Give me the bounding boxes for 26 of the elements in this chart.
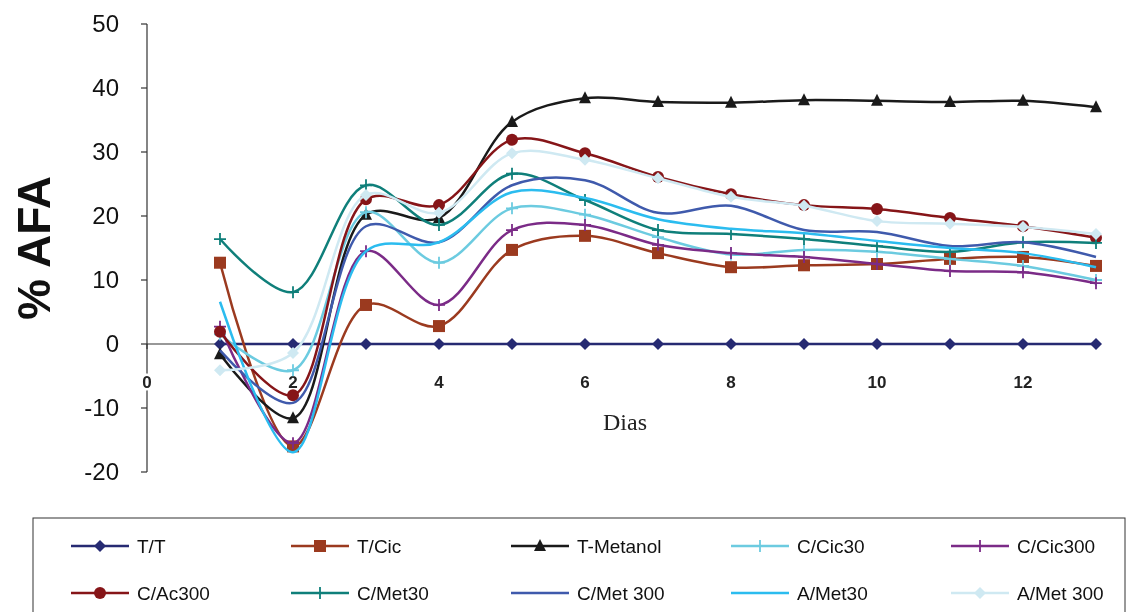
- y-tick-label: -10: [84, 394, 119, 422]
- x-tick-label: 12: [1013, 373, 1033, 392]
- y-tick-label: 20: [92, 202, 119, 230]
- x-tick-label: 2: [288, 373, 298, 392]
- y-tick-label: 50: [92, 10, 119, 38]
- x-tick-label: 8: [726, 373, 736, 392]
- y-tick-label: 40: [92, 74, 119, 102]
- legend-label: C/Ac300: [137, 582, 210, 604]
- y-tick-label: 30: [92, 138, 119, 166]
- x-axis-title: Dias: [603, 409, 647, 435]
- y-axis-title: % AFA: [8, 176, 60, 320]
- legend-label: C/Cic300: [1017, 535, 1096, 557]
- legend-label: T/Cic: [357, 535, 402, 557]
- legend-label: A/Met 300: [1017, 582, 1104, 604]
- y-tick-label: 10: [92, 266, 119, 294]
- legend-label: C/Met30: [357, 582, 429, 604]
- y-tick-label: -20: [84, 458, 119, 486]
- legend-label: T/T: [137, 535, 166, 557]
- x-tick-label: 6: [580, 373, 590, 392]
- legend-label: C/Met 300: [577, 582, 665, 604]
- x-tick-label: 10: [867, 373, 887, 392]
- legend-label: A/Met30: [797, 582, 868, 604]
- legend-label: C/Cic30: [797, 535, 865, 557]
- y-tick-label: 0: [105, 330, 119, 358]
- x-tick-label: 4: [434, 373, 445, 392]
- legend-label: T-Metanol: [577, 535, 662, 557]
